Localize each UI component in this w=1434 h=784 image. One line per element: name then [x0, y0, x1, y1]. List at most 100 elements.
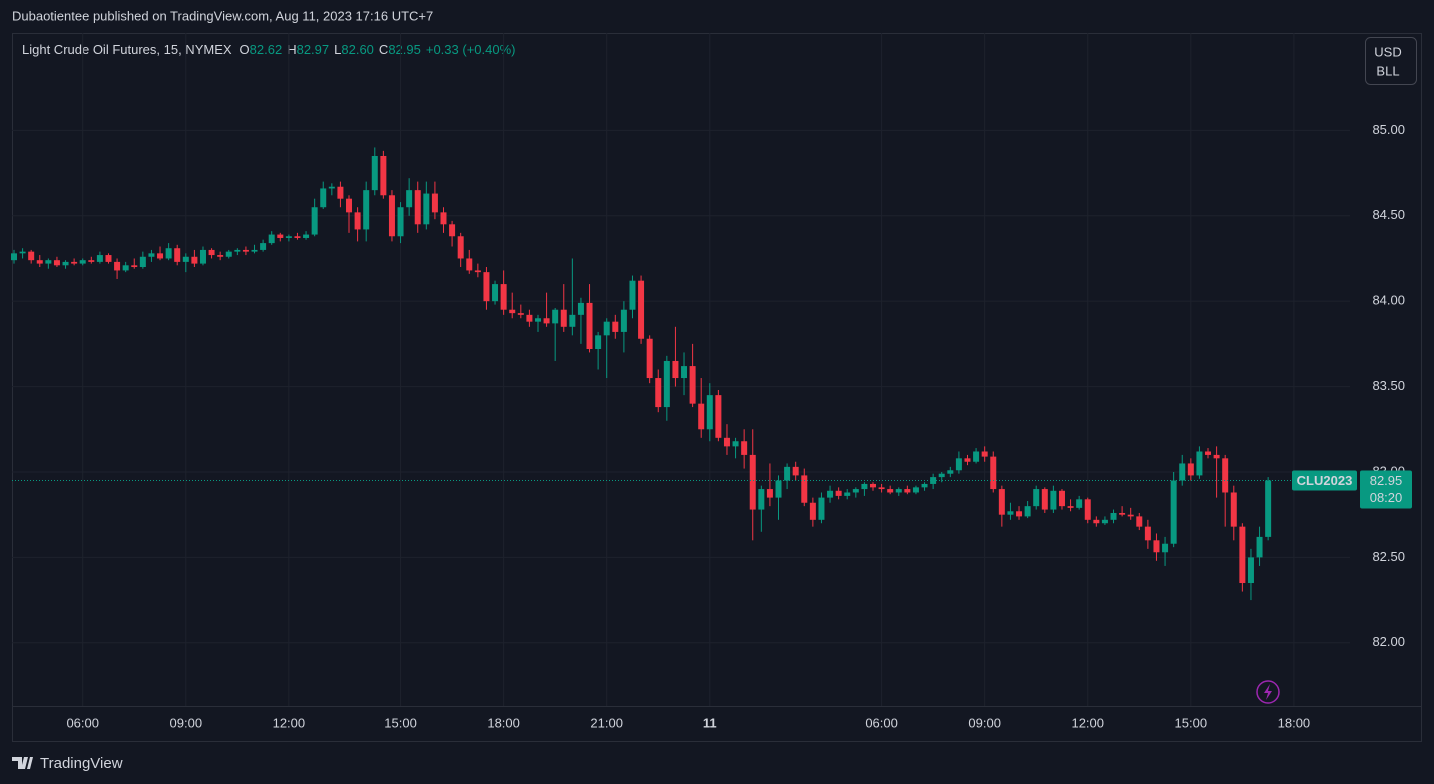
candle-body [827, 490, 834, 498]
candle-body [388, 195, 395, 237]
x-tick-label: 18:00 [1278, 715, 1311, 730]
candle-body [285, 236, 292, 238]
candle-body [311, 207, 318, 235]
candle-body [1093, 519, 1100, 524]
symbol-tag [1292, 470, 1357, 491]
candle-body [449, 224, 456, 237]
candle-body [947, 470, 954, 474]
candle-body [1050, 490, 1057, 510]
candle-body [706, 395, 713, 430]
candle-body [165, 248, 172, 259]
candle-body [938, 473, 945, 478]
legend-key: C [379, 42, 388, 57]
candle-body [723, 437, 730, 447]
candle-body [1007, 511, 1014, 515]
candle-body [28, 251, 35, 261]
candle-body [1153, 540, 1160, 553]
x-tick-label: 06:00 [865, 715, 898, 730]
candle-body [440, 212, 447, 225]
alert-icon[interactable] [1256, 680, 1280, 704]
candle-body [1179, 463, 1186, 481]
candle-body [268, 234, 275, 244]
candle-body [1101, 519, 1108, 524]
candle-body [1256, 536, 1263, 558]
candle-body [174, 248, 181, 262]
candle-body [792, 466, 799, 476]
candle-body [45, 260, 52, 264]
price-tag [1360, 470, 1412, 509]
candle-body [998, 489, 1005, 515]
candle-body [36, 260, 43, 264]
candle-body [1144, 526, 1151, 541]
countdown-label: 08:20 [1370, 490, 1403, 505]
candle-body [1119, 512, 1126, 515]
candle-body [595, 335, 602, 350]
candle-body [681, 366, 688, 379]
candle-body [328, 186, 335, 189]
x-tick-label: 18:00 [487, 715, 520, 730]
candle-body [1213, 454, 1220, 459]
candle-body [492, 284, 499, 302]
candle-body [818, 497, 825, 520]
candle-body [620, 309, 627, 332]
candle-body [1110, 512, 1117, 520]
candle-body [964, 458, 971, 462]
x-tick-label: 15:00 [384, 715, 417, 730]
currency-button[interactable] [1365, 37, 1417, 85]
candle-body [483, 272, 490, 302]
candle-body [191, 256, 198, 264]
candle-body [19, 251, 26, 254]
candle-body [1033, 489, 1040, 507]
candle-body [157, 253, 164, 259]
candle-body [225, 251, 232, 257]
candle-body [182, 256, 189, 262]
legend-change: +0.33 (+0.40%) [426, 42, 516, 57]
candle-body [629, 280, 636, 310]
brand: TradingView [40, 755, 123, 772]
x-tick-label: 15:00 [1175, 715, 1208, 730]
footer: TradingView [12, 755, 123, 772]
candle-body [552, 309, 559, 324]
icon-circle [1256, 680, 1280, 704]
candle-body [114, 261, 121, 271]
candle-body [870, 483, 876, 488]
candle-body [758, 489, 765, 510]
candle-body [242, 249, 249, 252]
legend-value: 82.97 [297, 42, 330, 57]
candle-body [148, 253, 155, 257]
candle-body [1162, 543, 1169, 553]
candle-body [11, 253, 17, 261]
candle-body [303, 234, 310, 238]
candle-body [1041, 489, 1048, 510]
candle-body [612, 321, 619, 332]
candle-body [663, 360, 670, 408]
candle-body [431, 193, 438, 213]
candle-body [122, 265, 129, 271]
y-tick-label: 82.50 [1372, 549, 1405, 564]
candle-body [526, 314, 533, 322]
candle-body [1205, 451, 1212, 455]
candle-body [1196, 451, 1203, 476]
candle-body [294, 236, 301, 238]
price-label: 82.95 [1370, 473, 1403, 488]
candle-body [921, 483, 928, 488]
candle-body [809, 502, 816, 520]
legend-value: 82.60 [341, 42, 374, 57]
candle-body [698, 403, 705, 430]
candle-body [62, 261, 69, 266]
candle-body [457, 236, 464, 259]
candle-body [878, 487, 885, 490]
candle-body [887, 489, 894, 493]
candle-body [732, 441, 739, 447]
y-tick-label: 84.00 [1372, 293, 1405, 308]
x-tick-label: 09:00 [968, 715, 1001, 730]
candle-body [577, 302, 584, 315]
candle-body [904, 489, 911, 493]
candle-body [1058, 490, 1065, 507]
legend-title: Light Crude Oil Futures, 15, NYMEX [22, 42, 232, 57]
candle-body [534, 318, 541, 322]
legend: Light Crude Oil Futures, 15, NYMEX O82.62… [22, 42, 515, 57]
candle-body [500, 284, 507, 310]
candle-body [973, 451, 980, 462]
